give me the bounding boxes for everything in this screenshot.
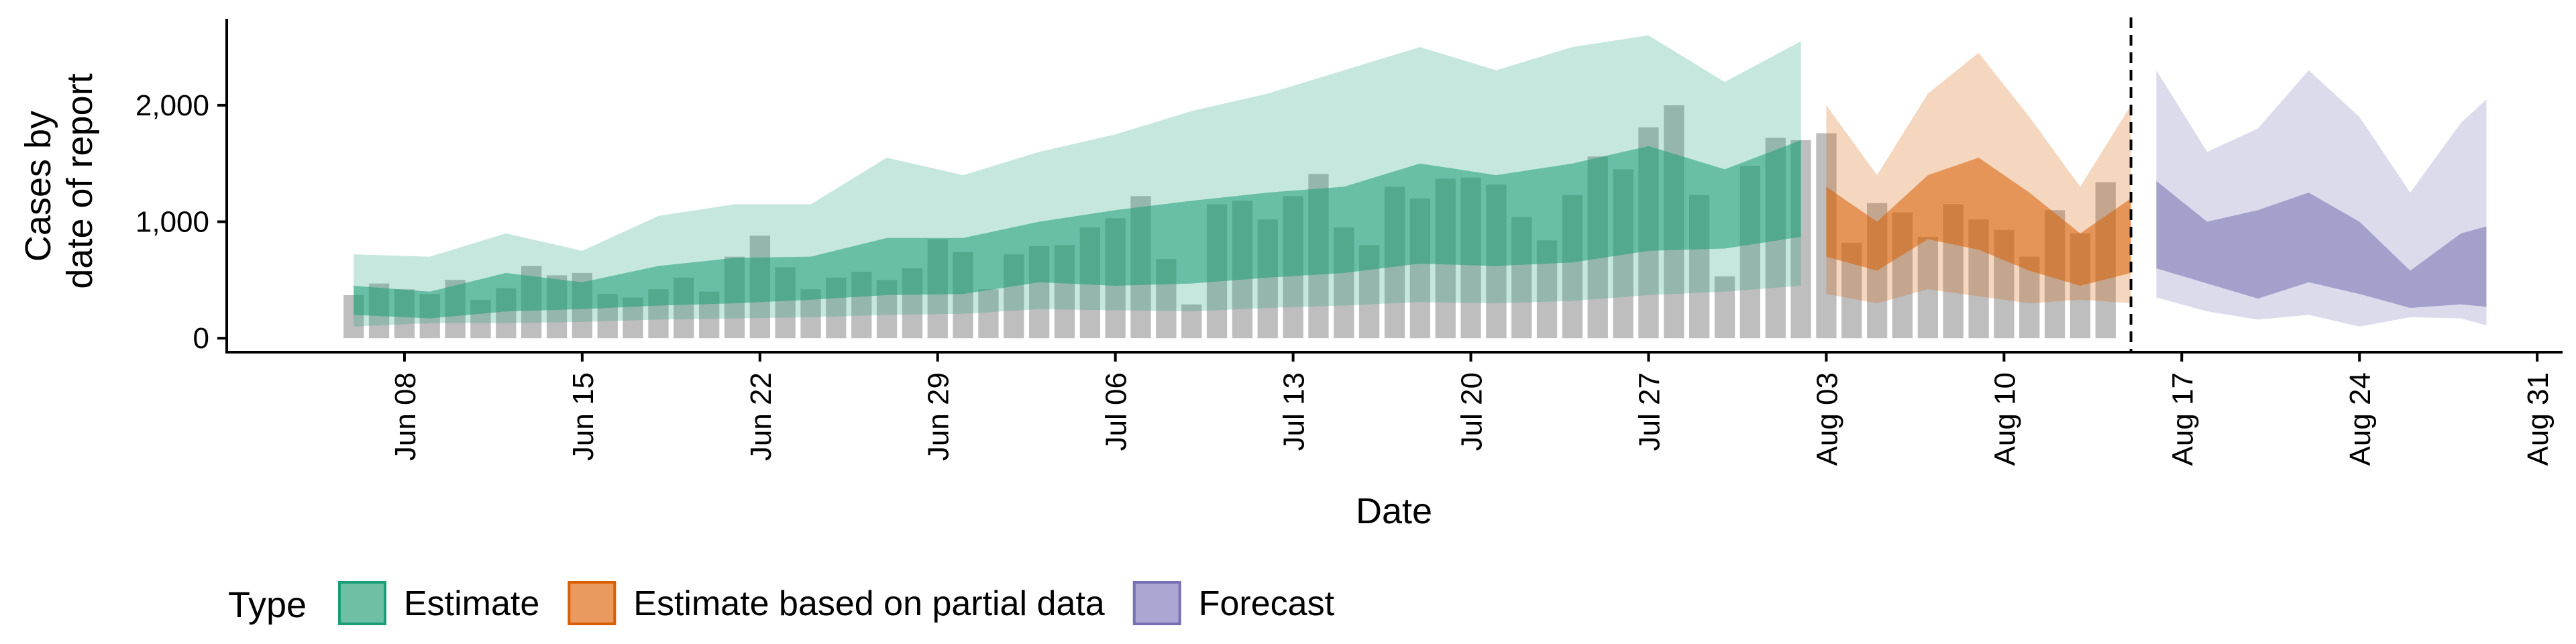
legend-label-forecast: Forecast	[1199, 584, 1335, 623]
legend-label-estimate-based-on-partial-data: Estimate based on partial data	[633, 584, 1105, 623]
legend-key-estimate-based-on-partial-data	[568, 581, 616, 625]
y-tick-label: 2,000	[136, 89, 209, 122]
legend-key-estimate	[338, 581, 386, 625]
x-tick-label: Aug 10	[1988, 372, 2021, 466]
y-tick-label: 0	[193, 322, 209, 355]
axes: 0 1,000 2,000 Jun 08 Jun 15 Jun 22 Jun 29 Jul 0…	[136, 19, 2563, 466]
x-tick-label: Aug 03	[1811, 372, 1843, 466]
x-tick-label: Aug 17	[2166, 372, 2199, 466]
legend-title: Type	[228, 585, 307, 625]
x-tick-label: Jul 06	[1100, 372, 1133, 451]
x-tick-label: Jul 27	[1633, 372, 1666, 451]
y-tick-label: 1,000	[136, 206, 209, 239]
observed-case-bar	[1714, 276, 1735, 339]
y-axis-title: Cases by date of report	[18, 73, 100, 288]
x-tick-label: Aug 31	[2522, 372, 2555, 466]
forecast-inner-interval	[2156, 180, 2487, 308]
observed-case-bar	[978, 289, 999, 339]
y-axis-title-line-2: date of report	[60, 73, 100, 288]
x-tick-label: Jun 22	[745, 372, 777, 461]
plot-ribbons	[354, 35, 2487, 327]
x-tick-label: Jul 13	[1278, 372, 1311, 451]
legend-key-forecast	[1132, 581, 1181, 625]
x-tick-label: Jul 20	[1456, 372, 1489, 451]
y-axis-title-line-1: Cases by	[18, 111, 58, 262]
legend: Type Estimate Estimate based on partial d…	[228, 581, 1335, 625]
x-tick-label: Jun 29	[922, 372, 955, 461]
estimate-based-on-partial-data-inner-interval	[1826, 158, 2131, 286]
observed-case-bar	[1917, 237, 1938, 339]
estimate-inner-interval	[354, 140, 1801, 319]
observed-case-bar	[1181, 304, 1202, 339]
x-tick-label: Aug 24	[2344, 372, 2377, 466]
legend-label-estimate: Estimate	[404, 584, 539, 623]
x-tick-label: Jun 15	[567, 372, 600, 461]
x-tick-label: Jun 08	[389, 372, 422, 461]
x-axis-title: Date	[1356, 491, 1432, 531]
